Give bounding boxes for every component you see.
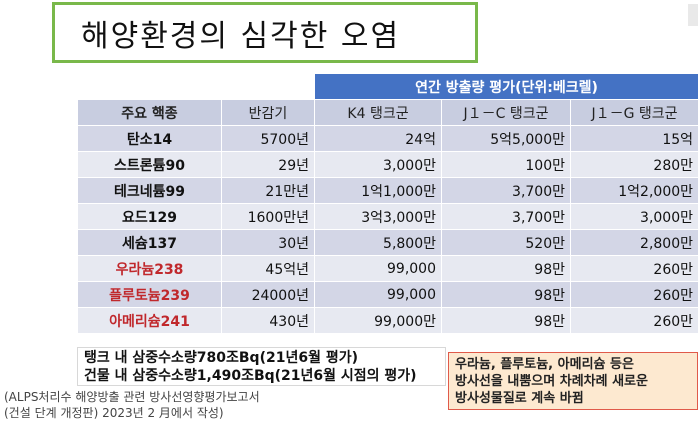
table-row: 요드129 1600만년 3억3,000만 3,700만 3,000만 xyxy=(77,203,698,230)
j1g-value: 2,800만 xyxy=(569,229,698,256)
nuclide-name: 테크네튬99 xyxy=(77,177,222,204)
k4-value: 3억3,000만 xyxy=(314,203,442,230)
half-life-value: 430년 xyxy=(221,307,315,334)
half-life-value: 30년 xyxy=(221,229,315,256)
emission-table: 연간 방출량 평가(단위:베크렐) 주요 핵종 반감기 K4 탱크군 J１－C … xyxy=(77,73,698,334)
nuclide-name: 요드129 xyxy=(77,203,222,230)
j1g-value: 280만 xyxy=(569,151,698,178)
nuclide-name: 세슘137 xyxy=(77,229,222,256)
title-box: 해양환경의 심각한 오염 xyxy=(52,2,478,63)
nuclide-name: 우라늄238 xyxy=(77,255,222,282)
group-header: 연간 방출량 평가(단위:베크렐) xyxy=(313,73,698,100)
group-header-row: 연간 방출량 평가(단위:베크렐) xyxy=(77,73,698,100)
j1c-value: 98만 xyxy=(441,255,571,282)
tritium-note-line: 건물 내 삼중수소량1,490조Bq(21년6월 시점의 평가) xyxy=(84,368,417,384)
k4-value: 99,000 xyxy=(314,281,442,308)
j1g-value: 260만 xyxy=(569,281,698,308)
source-line: (건설 단계 개정판) 2023년 2 月에서 작성) xyxy=(4,406,224,420)
column-header-nuclide: 주요 핵종 xyxy=(77,99,222,126)
table-row: 아메리슘241 430년 99,000만 98만 260만 xyxy=(77,307,698,334)
nuclide-name: 탄소14 xyxy=(77,125,222,152)
j1g-value: 260만 xyxy=(569,307,698,334)
j1g-value: 1억2,000만 xyxy=(569,177,698,204)
radioactive-decay-note: 우라늄, 플루토늄, 아메리슘 등은 방사선을 내뿜으며 차례차례 새로운 방사… xyxy=(448,352,698,410)
nuclide-name: 플루토늄239 xyxy=(77,281,222,308)
k4-value: 5,800만 xyxy=(314,229,442,256)
source-citation: (ALPS처리수 해양방출 관련 방사선영향평가보고서 (건설 단계 개정판) … xyxy=(4,389,260,421)
j1c-value: 520만 xyxy=(441,229,571,256)
k4-value: 3,000만 xyxy=(314,151,442,178)
j1c-value: 5억5,000만 xyxy=(441,125,571,152)
k4-value: 1억1,000만 xyxy=(314,177,442,204)
decay-note-line: 방사선을 내뿜으며 차례차례 새로운 xyxy=(455,374,648,389)
half-life-value: 45억년 xyxy=(221,255,315,282)
j1c-value: 100만 xyxy=(441,151,571,178)
page-title: 해양환경의 심각한 오염 xyxy=(81,18,401,54)
table-body: 탄소14 5700년 24억 5억5,000만 15억 스트론튬90 29년 3,000만 10… xyxy=(77,125,698,334)
table-row: 테크네튬99 21만년 1억1,000만 3,700만 1억2,000만 xyxy=(77,177,698,204)
tritium-note: 탱크 내 삼중수소량780조Bq(21년6월 평가) 건물 내 삼중수소량1,4… xyxy=(77,347,446,386)
column-header-j1g: J１－G 탱크군 xyxy=(569,99,698,126)
table-row: 스트론튬90 29년 3,000만 100만 280만 xyxy=(77,151,698,178)
half-life-value: 21만년 xyxy=(221,177,315,204)
source-line: (ALPS처리수 해양방출 관련 방사선영향평가보고서 xyxy=(4,390,260,404)
decay-note-line: 우라늄, 플루토늄, 아메리슘 등은 xyxy=(455,357,634,372)
column-header-j1c: J１－C 탱크군 xyxy=(441,99,571,126)
column-header-k4: K4 탱크군 xyxy=(314,99,442,126)
j1g-value: 3,000만 xyxy=(569,203,698,230)
table-row: 우라늄238 45억년 99,000 98만 260만 xyxy=(77,255,698,282)
j1c-value: 98만 xyxy=(441,281,571,308)
table-row: 플루토늄239 24000년 99,000 98만 260만 xyxy=(77,281,698,308)
table-row: 세슘137 30년 5,800만 520만 2,800만 xyxy=(77,229,698,256)
column-header-half-life: 반감기 xyxy=(221,99,315,126)
j1c-value: 98만 xyxy=(441,307,571,334)
half-life-value: 5700년 xyxy=(221,125,315,152)
tritium-note-line: 탱크 내 삼중수소량780조Bq(21년6월 평가) xyxy=(84,350,358,366)
blank-header xyxy=(77,73,315,100)
nuclide-name: 아메리슘241 xyxy=(77,307,222,334)
half-life-value: 1600만년 xyxy=(221,203,315,230)
corner-decoration xyxy=(688,4,698,26)
j1g-value: 260만 xyxy=(569,255,698,282)
half-life-value: 24000년 xyxy=(221,281,315,308)
k4-value: 99,000 xyxy=(314,255,442,282)
decay-note-line: 방사성물질로 계속 바뀜 xyxy=(455,391,584,406)
j1c-value: 3,700만 xyxy=(441,177,571,204)
j1c-value: 3,700만 xyxy=(441,203,571,230)
column-header-row: 주요 핵종 반감기 K4 탱크군 J１－C 탱크군 J１－G 탱크군 xyxy=(77,99,698,126)
k4-value: 24억 xyxy=(314,125,442,152)
table-row: 탄소14 5700년 24억 5억5,000만 15억 xyxy=(77,125,698,152)
half-life-value: 29년 xyxy=(221,151,315,178)
k4-value: 99,000만 xyxy=(314,307,442,334)
nuclide-name: 스트론튬90 xyxy=(77,151,222,178)
j1g-value: 15억 xyxy=(569,125,698,152)
